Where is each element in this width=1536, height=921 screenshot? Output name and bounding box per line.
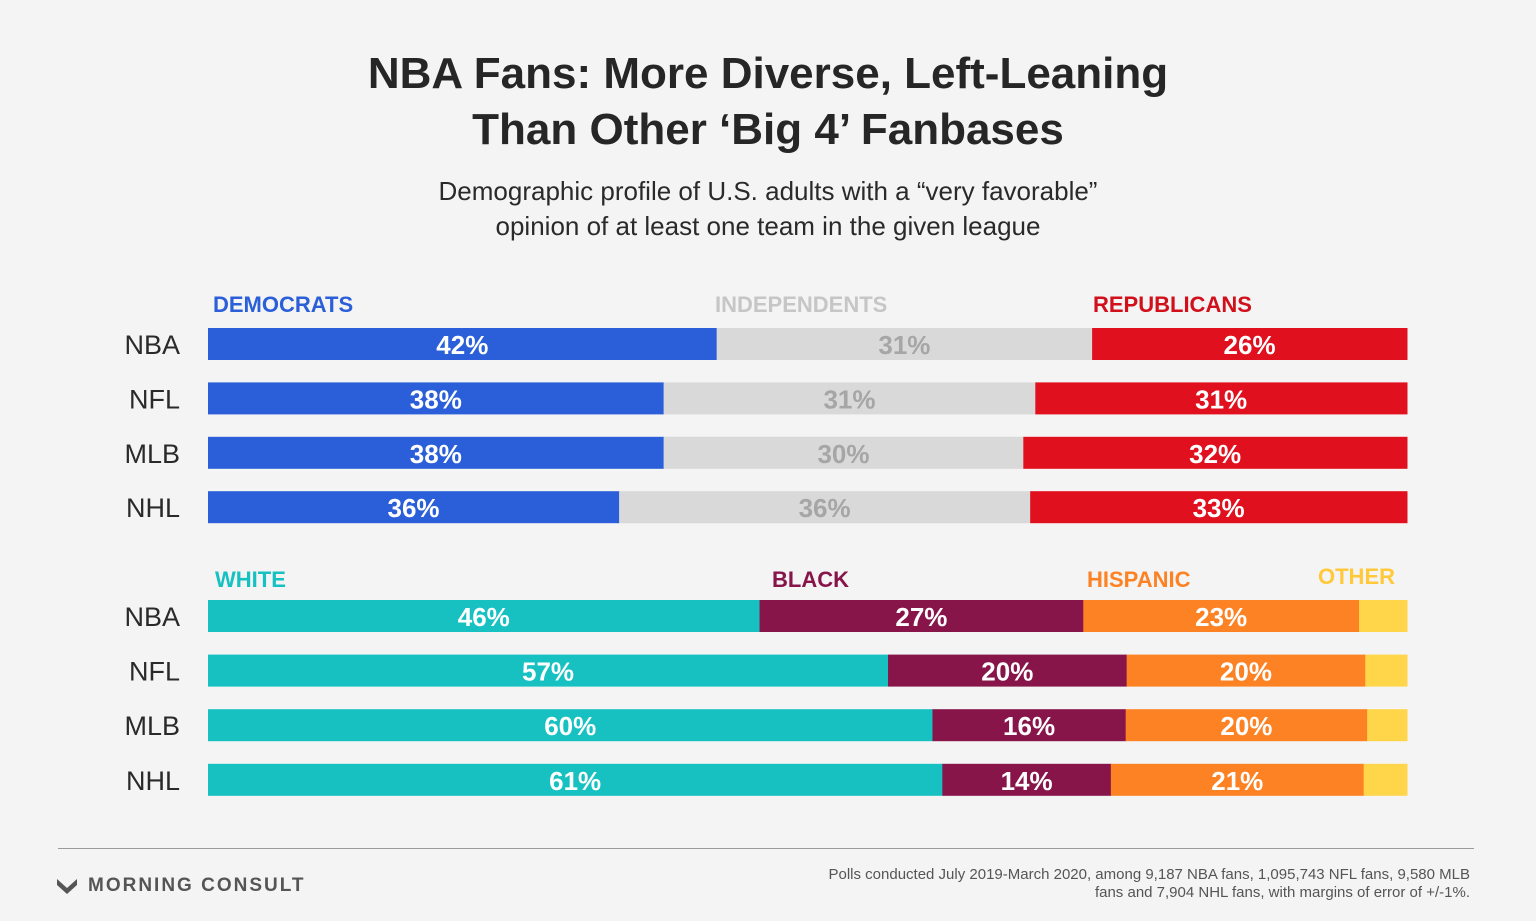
bar-black-nfl <box>888 654 1128 687</box>
bar-hispanic-nba <box>1083 600 1360 632</box>
data-label-democrats-nfl: 38% <box>410 384 462 414</box>
category-label-nfl: NFL <box>129 384 180 414</box>
bar-white-nfl <box>208 654 889 687</box>
brand: MORNING CONSULT <box>56 873 306 899</box>
bar-hispanic-nhl <box>1110 763 1365 796</box>
bar-white-nhl <box>208 763 943 796</box>
morning-consult-logo-icon <box>57 879 77 894</box>
data-label-democrats-mlb: 38% <box>410 439 462 469</box>
legend-hispanic: HISPANIC <box>1087 567 1191 592</box>
bar-black-nba <box>759 600 1084 632</box>
chart-subtitle: Demographic profile of U.S. adults with … <box>0 174 1536 244</box>
chart-subtitle-line-1: Demographic profile of U.S. adults with … <box>438 176 1098 206</box>
chart-panel-1: DEMOCRATS INDEPENDENTS REPUBLICANS NBA 42% 31… <box>124 292 1408 524</box>
data-label-hispanic-nhl: 21% <box>1211 766 1263 796</box>
legend-democrats: DEMOCRATS <box>213 292 353 317</box>
chart-panel-2: WHITE BLACK HISPANIC OTHER NBA 46% 27% 23% NFL 57… <box>124 564 1408 796</box>
brand-name: MORNING CONSULT <box>88 875 306 896</box>
legend-other: OTHER <box>1318 564 1395 589</box>
bar-other-nhl <box>1363 763 1408 796</box>
category-label-nhl: NHL <box>126 766 180 796</box>
legend-republicans: REPUBLICANS <box>1093 292 1252 317</box>
bar-republicans-nhl <box>1030 491 1408 524</box>
footnote-line-1: Polls conducted July 2019-March 2020, am… <box>828 866 1470 883</box>
bar-independents-mlb <box>663 436 1024 469</box>
bar-white-mlb <box>208 709 933 742</box>
data-label-republicans-mlb: 32% <box>1189 439 1241 469</box>
legend-independents: INDEPENDENTS <box>715 292 887 317</box>
bar-other-nba <box>1359 600 1408 632</box>
category-label-mlb: MLB <box>124 439 180 469</box>
category-label-nhl: NHL <box>126 493 180 523</box>
legend-black: BLACK <box>772 567 849 592</box>
bar-other-mlb <box>1367 709 1408 742</box>
data-label-independents-nfl: 31% <box>823 384 875 414</box>
bar-independents-nfl <box>663 382 1036 415</box>
data-label-independents-nhl: 36% <box>799 493 851 523</box>
footnote-line-2: fans and 7,904 NHL fans, with margins of… <box>1094 884 1470 901</box>
data-label-republicans-nfl: 31% <box>1195 384 1247 414</box>
bar-row-nba: NBA 46% 27% 23% <box>124 600 1408 632</box>
data-label-republicans-nba: 26% <box>1224 330 1276 360</box>
bar-republicans-nba <box>1092 328 1408 360</box>
bar-democrats-nba <box>208 328 718 360</box>
bar-row-nhl: NHL 61% 14% 21% <box>126 763 1408 796</box>
data-label-white-nfl: 57% <box>522 657 574 687</box>
bar-republicans-nfl <box>1035 382 1408 415</box>
legend-white: WHITE <box>215 567 286 592</box>
data-label-white-nba: 46% <box>458 602 510 632</box>
bar-row-nba: NBA 42% 31% 26% <box>124 328 1408 360</box>
bar-other-nfl <box>1365 654 1408 687</box>
bar-row-nfl: NFL 57% 20% 20% <box>129 654 1408 687</box>
bar-row-mlb: MLB 38% 30% 32% <box>124 436 1408 469</box>
bar-black-nhl <box>942 763 1112 796</box>
chart-title: NBA Fans: More Diverse, Left-Leaning Tha… <box>0 46 1536 158</box>
bar-hispanic-mlb <box>1125 709 1368 742</box>
footer-divider <box>58 848 1474 849</box>
bar-democrats-nfl <box>208 382 665 415</box>
data-label-black-mlb: 16% <box>1003 711 1055 741</box>
data-label-independents-nba: 31% <box>878 330 930 360</box>
footnote: Polls conducted July 2019-March 2020, am… <box>710 866 1470 902</box>
bar-hispanic-nfl <box>1126 654 1366 687</box>
data-label-republicans-nhl: 33% <box>1193 493 1245 523</box>
bar-row-nfl: NFL 38% 31% 31% <box>129 382 1408 415</box>
data-label-hispanic-mlb: 20% <box>1220 711 1272 741</box>
data-label-hispanic-nfl: 20% <box>1220 657 1272 687</box>
data-label-hispanic-nba: 23% <box>1195 602 1247 632</box>
data-label-black-nba: 27% <box>895 602 947 632</box>
bar-independents-nhl <box>619 491 1031 524</box>
bar-independents-nba <box>716 328 1093 360</box>
category-label-mlb: MLB <box>124 711 180 741</box>
data-label-white-mlb: 60% <box>544 711 596 741</box>
chart-title-line-1: NBA Fans: More Diverse, Left-Leaning <box>367 49 1169 98</box>
data-label-black-nhl: 14% <box>1001 766 1053 796</box>
data-label-democrats-nhl: 36% <box>388 493 440 523</box>
category-label-nba: NBA <box>124 602 180 632</box>
chart-subtitle-line-2: opinion of at least one team in the give… <box>495 211 1041 241</box>
bar-democrats-nhl <box>208 491 620 524</box>
bar-row-nhl: NHL 36% 36% 33% <box>126 491 1408 524</box>
bar-row-mlb: MLB 60% 16% 20% <box>124 709 1408 742</box>
data-label-democrats-nba: 42% <box>436 330 488 360</box>
category-label-nfl: NFL <box>129 657 180 687</box>
bar-black-mlb <box>932 709 1127 742</box>
data-label-independents-mlb: 30% <box>817 439 869 469</box>
data-label-black-nfl: 20% <box>981 657 1033 687</box>
bar-democrats-mlb <box>208 436 665 469</box>
chart-title-line-2: Than Other ‘Big 4’ Fanbases <box>472 105 1064 154</box>
category-label-nba: NBA <box>124 330 180 360</box>
bar-white-nba <box>208 600 761 632</box>
bar-republicans-mlb <box>1023 436 1408 469</box>
data-label-white-nhl: 61% <box>549 766 601 796</box>
